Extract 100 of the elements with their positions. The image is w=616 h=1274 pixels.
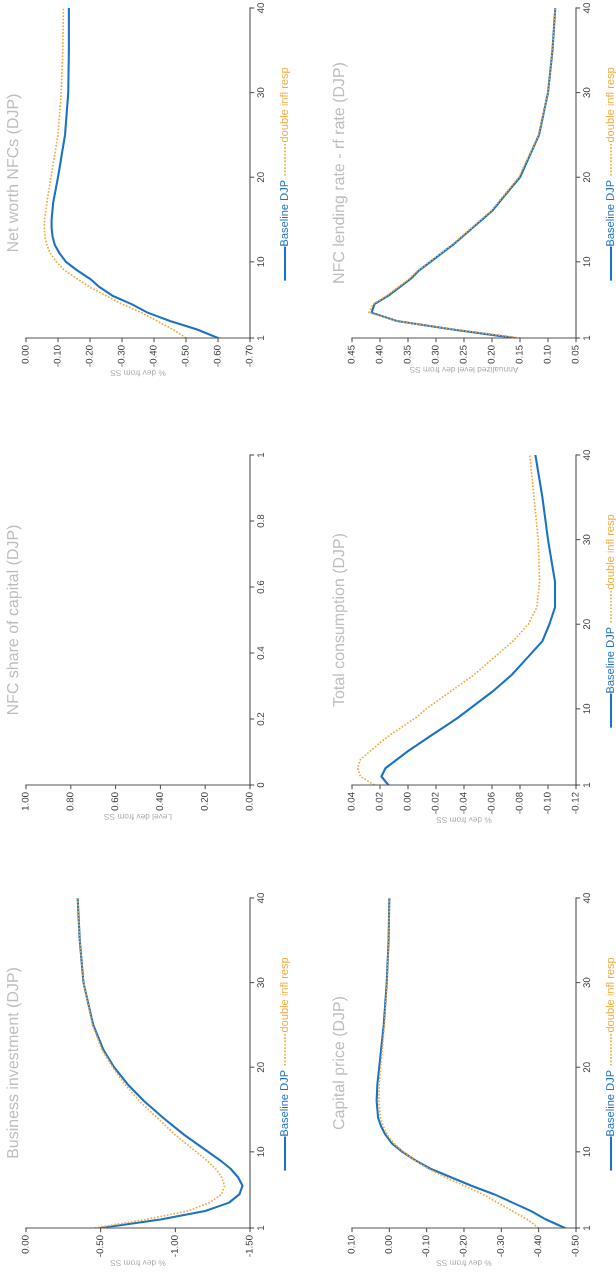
text: Net worth NFCs (DJP) xyxy=(6,94,22,252)
x-tick-label: -0.04 xyxy=(459,792,467,814)
x-tick-label: 0.00 xyxy=(21,1235,29,1254)
x-axis-title: Annualized level dev from SS xyxy=(409,366,519,374)
x-axis-title: % dev from SS xyxy=(110,1260,166,1267)
x-tick-label: 0.00 xyxy=(403,792,411,811)
y-tick-label: 20 xyxy=(583,172,591,183)
y-tick-label: 0 xyxy=(257,782,265,788)
y-tick-label: 40 xyxy=(583,449,591,461)
x-tick-label: -0.08 xyxy=(515,792,523,814)
x-tick-label: 0.40 xyxy=(375,345,383,364)
text: Baseline DJP xyxy=(605,1070,614,1136)
x-tick-label: 0.05 xyxy=(571,345,579,364)
x-tick-label: 0.02 xyxy=(375,792,383,811)
x-tick-label: -0.50 xyxy=(96,1235,104,1257)
text: Baseline DJP xyxy=(605,180,614,246)
x-tick-label: -0.50 xyxy=(571,1235,579,1257)
text: NFC lending rate - rf rate (DJP) xyxy=(332,63,348,283)
text: double infl resp xyxy=(279,67,291,143)
x-tick-label: 0.30 xyxy=(431,345,439,364)
x-tick-label: 0.80 xyxy=(66,792,74,811)
x-tick-label: 1.00 xyxy=(21,792,29,811)
text: double infl resp xyxy=(605,67,616,143)
y-tick-label: 10 xyxy=(583,256,591,267)
y-tick-label: 1 xyxy=(583,1225,590,1230)
x-tick-label: -0.12 xyxy=(571,792,579,814)
y-tick-label: 10 xyxy=(583,1146,591,1157)
text: Business investment (DJP) xyxy=(6,968,22,1158)
x-tick-label: 0.00 xyxy=(385,1235,392,1254)
x-tick-label: -0.70 xyxy=(245,345,253,367)
x-tick-label: -0.10 xyxy=(422,1235,430,1257)
y-tick-label: 10 xyxy=(257,256,265,267)
x-tick-label: 0.00 xyxy=(21,345,29,364)
y-tick-label: 40 xyxy=(257,892,265,904)
y-tick-label: 10 xyxy=(257,1146,265,1157)
x-tick-label: 0.10 xyxy=(347,1235,355,1254)
y-tick-label: 20 xyxy=(583,619,591,630)
y-tick-label: 1 xyxy=(257,452,264,457)
x-tick-label: 0.20 xyxy=(487,345,495,364)
x-tick-label: -0.40 xyxy=(149,345,157,367)
line-series xyxy=(43,8,187,338)
x-tick-label: 0.20 xyxy=(200,792,208,811)
x-tick-label: -0.40 xyxy=(534,1235,542,1257)
x-tick-label: 0.25 xyxy=(459,345,467,364)
line-series xyxy=(356,455,541,785)
y-tick-label: 40 xyxy=(583,892,591,904)
x-tick-label: -0.20 xyxy=(85,345,93,367)
x-tick-label: 0.10 xyxy=(543,345,551,364)
text: NFC share of capital (DJP) xyxy=(6,525,22,715)
text: double infl resp xyxy=(279,957,291,1033)
text: Baseline DJP xyxy=(279,1070,288,1136)
x-tick-label: -0.10 xyxy=(53,345,61,367)
y-tick-label: 30 xyxy=(583,977,591,988)
x-tick-label: 0.04 xyxy=(347,792,355,811)
y-tick-label: 0.8 xyxy=(257,514,265,528)
y-tick-label: 30 xyxy=(583,534,591,545)
x-tick-label: 0.60 xyxy=(111,792,119,811)
x-tick-label: -0.02 xyxy=(431,792,439,814)
text: Total consumption (DJP) xyxy=(332,534,348,707)
text: Baseline DJP xyxy=(279,180,288,246)
y-tick-label: 0.6 xyxy=(257,580,265,594)
y-tick-label: 1 xyxy=(257,1225,264,1230)
x-tick-label: -0.50 xyxy=(181,345,189,367)
y-tick-label: 30 xyxy=(257,977,265,988)
x-tick-label: 0.40 xyxy=(156,792,164,811)
y-tick-label: 40 xyxy=(583,2,591,14)
x-tick-label: 0.45 xyxy=(347,345,355,364)
x-tick-label: -0.20 xyxy=(459,1235,467,1257)
y-tick-label: 1 xyxy=(583,782,590,787)
y-tick-label: 1 xyxy=(257,335,264,340)
x-axis-title: % dev from SS xyxy=(436,1260,492,1267)
x-tick-label: -1.00 xyxy=(171,1235,178,1257)
y-tick-label: 0.2 xyxy=(257,712,265,726)
x-axis-title: % dev from SS xyxy=(436,817,492,824)
x-tick-label: -0.06 xyxy=(487,792,495,814)
text: double infl resp xyxy=(605,514,616,590)
y-tick-label: 40 xyxy=(257,2,265,14)
x-tick-label: -0.30 xyxy=(117,345,125,367)
x-tick-label: 0.15 xyxy=(515,345,523,364)
x-tick-label: -0.60 xyxy=(213,345,221,367)
y-tick-label: 20 xyxy=(257,172,265,183)
text: Baseline DJP xyxy=(605,627,614,693)
x-tick-label: -0.30 xyxy=(497,1235,504,1257)
x-axis-title: Level dev from SS xyxy=(104,813,172,821)
y-tick-label: 30 xyxy=(257,87,265,98)
y-tick-label: 0.4 xyxy=(257,646,265,660)
text: double infl resp xyxy=(605,957,616,1033)
x-axis-title: % dev from SS xyxy=(110,370,166,377)
text: Capital price (DJP) xyxy=(332,996,348,1130)
y-tick-label: 30 xyxy=(583,87,591,98)
x-tick-label: -0.10 xyxy=(543,792,551,814)
y-tick-label: 20 xyxy=(583,1062,591,1073)
x-tick-label: 0.35 xyxy=(403,345,411,364)
y-tick-label: 20 xyxy=(257,1062,265,1073)
line-series xyxy=(50,8,220,338)
x-tick-label: 0.00 xyxy=(245,792,253,811)
y-tick-label: 10 xyxy=(583,703,591,714)
y-tick-label: 1 xyxy=(583,335,590,340)
line-series xyxy=(380,455,557,785)
x-tick-label: -1.50 xyxy=(245,1235,253,1257)
